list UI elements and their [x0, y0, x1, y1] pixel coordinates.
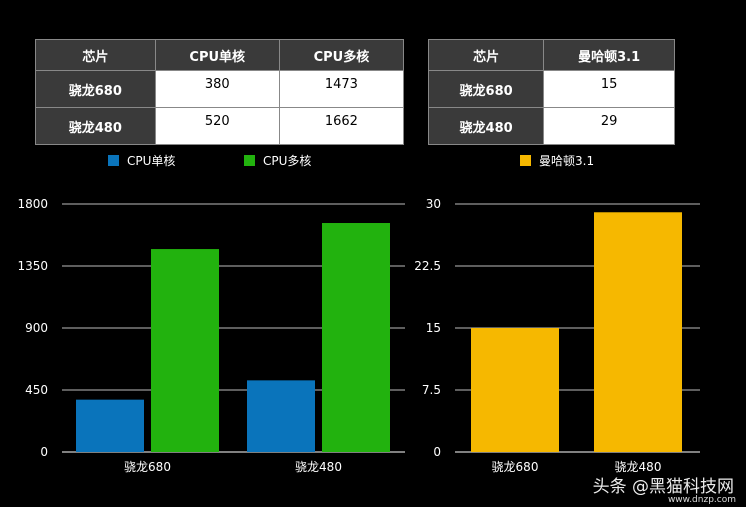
- legend-label: CPU多核: [263, 154, 312, 168]
- bar: [151, 249, 219, 452]
- table-header-cell: 芯片: [427, 39, 545, 71]
- legend-swatch: [108, 155, 119, 166]
- legend-label: 曼哈顿3.1: [539, 154, 595, 168]
- table-cell: 520: [154, 107, 280, 145]
- y-tick-label: 7.5: [422, 383, 441, 397]
- bar: [322, 223, 390, 452]
- row-label: 骁龙680: [427, 70, 545, 108]
- x-tick-label: 骁龙480: [295, 460, 342, 474]
- bar: [594, 212, 682, 452]
- bar: [76, 399, 144, 452]
- y-tick-label: 0: [433, 445, 441, 459]
- bar: [471, 328, 559, 452]
- cpu-benchmark-table: 芯片 CPU单核 CPU多核 骁龙680 380 1473 骁龙480 520 …: [35, 39, 405, 145]
- y-tick-label: 15: [426, 321, 441, 335]
- y-tick-label: 22.5: [414, 259, 441, 273]
- y-tick-label: 900: [25, 321, 48, 335]
- table-header-cell: 曼哈顿3.1: [543, 39, 675, 71]
- y-tick-label: 30: [426, 197, 441, 211]
- legend-label: CPU单核: [127, 154, 176, 168]
- legend-item-cpu-multi: CPU多核: [244, 152, 311, 169]
- table-cell: 15: [543, 70, 675, 108]
- table-header-cell: 芯片: [35, 39, 156, 71]
- watermark: 头条 @黑猫科技网: [592, 477, 734, 497]
- table-header-row: 芯片 曼哈顿3.1: [427, 39, 675, 71]
- x-tick-label: 骁龙680: [124, 460, 171, 474]
- table-cell: 380: [154, 70, 280, 108]
- watermark-url: www.dnzp.com: [667, 495, 736, 505]
- row-label: 骁龙680: [35, 70, 156, 108]
- gpu-benchmark-table: 芯片 曼哈顿3.1 骁龙680 15 骁龙480 29: [427, 39, 675, 145]
- y-tick-label: 0: [40, 445, 48, 459]
- table-row: 骁龙680 380 1473: [35, 70, 405, 108]
- legend-item-manhattan: 曼哈顿3.1: [520, 152, 594, 169]
- y-tick-label: 1350: [17, 259, 48, 273]
- row-label: 骁龙480: [35, 107, 156, 145]
- table-cell: 1473: [278, 70, 405, 108]
- x-tick-label: 骁龙480: [615, 460, 662, 474]
- table-row: 骁龙680 15: [427, 70, 675, 108]
- x-tick-label: 骁龙680: [492, 460, 539, 474]
- legend-swatch: [520, 155, 531, 166]
- table-header-row: 芯片 CPU单核 CPU多核: [35, 39, 405, 71]
- y-tick-label: 1800: [17, 197, 48, 211]
- table-row: 骁龙480 29: [427, 107, 675, 145]
- table-cell: 29: [543, 107, 675, 145]
- row-label: 骁龙480: [427, 107, 545, 145]
- legend-item-cpu-single: CPU单核: [108, 152, 175, 169]
- table-cell: 1662: [278, 107, 405, 145]
- table-row: 骁龙480 520 1662: [35, 107, 405, 145]
- y-tick-label: 450: [25, 383, 48, 397]
- bar: [247, 380, 315, 452]
- legend-swatch: [244, 155, 255, 166]
